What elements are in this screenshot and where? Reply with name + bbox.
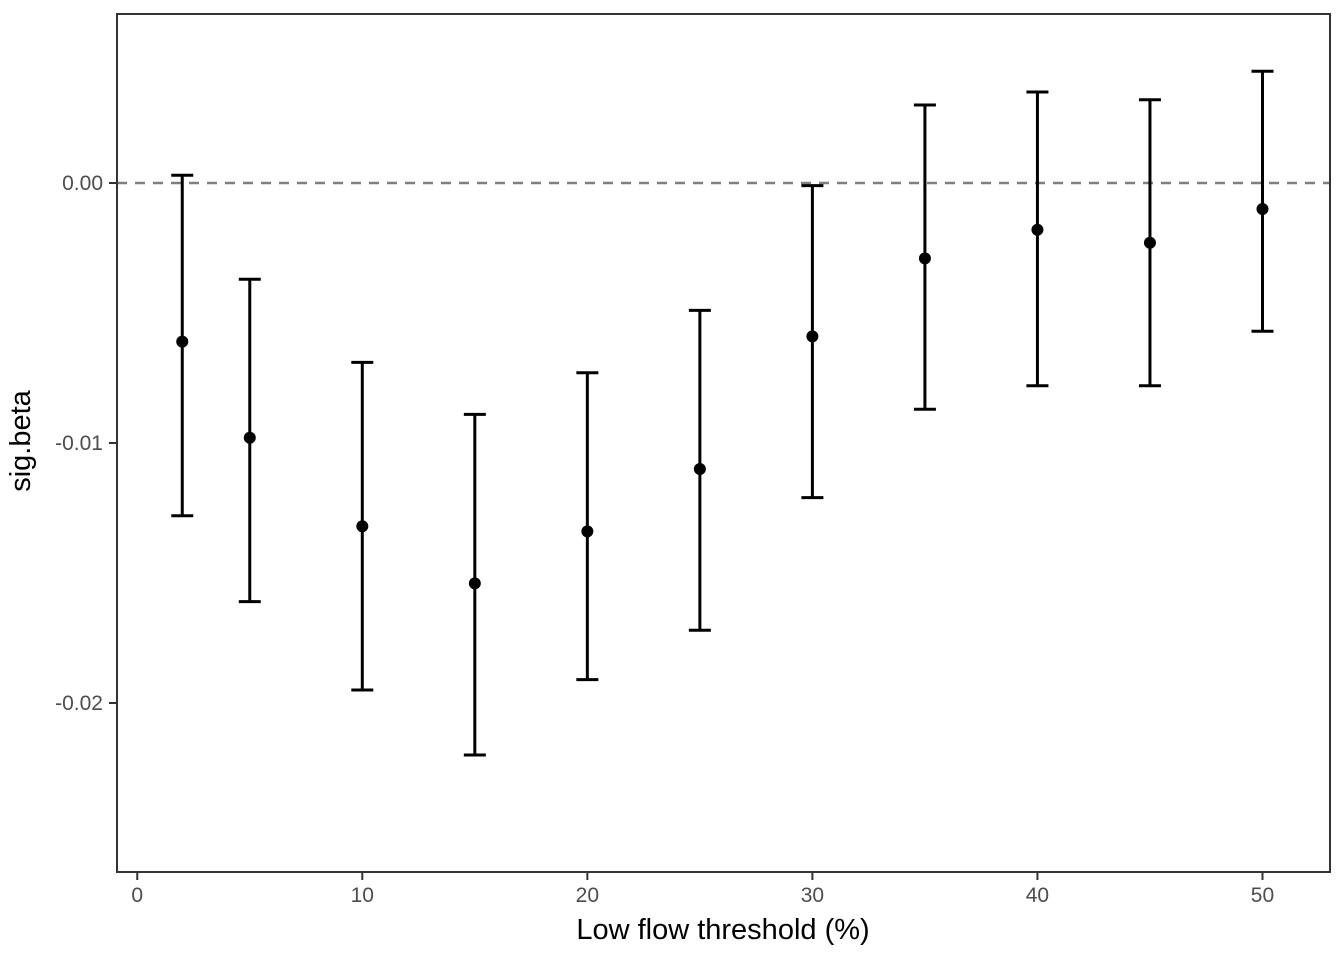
y-axis-title: sig.beta xyxy=(5,389,37,491)
y-tick-label: -0.01 xyxy=(55,432,103,455)
data-point xyxy=(1031,223,1044,236)
x-tick-label: 50 xyxy=(1251,884,1274,907)
data-point xyxy=(918,252,931,265)
data-point xyxy=(693,463,706,475)
data-point xyxy=(1256,203,1269,215)
panel-border xyxy=(116,13,1331,873)
panel-background xyxy=(117,14,1330,872)
x-axis-title: Low flow threshold (%) xyxy=(576,914,869,946)
y-tick-label: 0.00 xyxy=(62,172,103,195)
data-point xyxy=(176,335,189,348)
y-tick-label: -0.02 xyxy=(55,692,103,715)
x-tick-label: 30 xyxy=(801,884,824,907)
data-point xyxy=(1143,236,1156,249)
chart-content: 0 10 20 30 40 50 0.00 -0.01 -0.02 xyxy=(55,69,1330,907)
data-point xyxy=(243,431,256,444)
x-tick-label: 10 xyxy=(351,884,374,907)
x-tick-label: 40 xyxy=(1026,884,1049,907)
data-point xyxy=(468,577,481,590)
data-point xyxy=(356,520,369,533)
data-point xyxy=(806,330,819,343)
x-tick-label: 0 xyxy=(131,884,143,907)
x-tick-label: 20 xyxy=(576,884,599,907)
data-point xyxy=(581,525,594,538)
